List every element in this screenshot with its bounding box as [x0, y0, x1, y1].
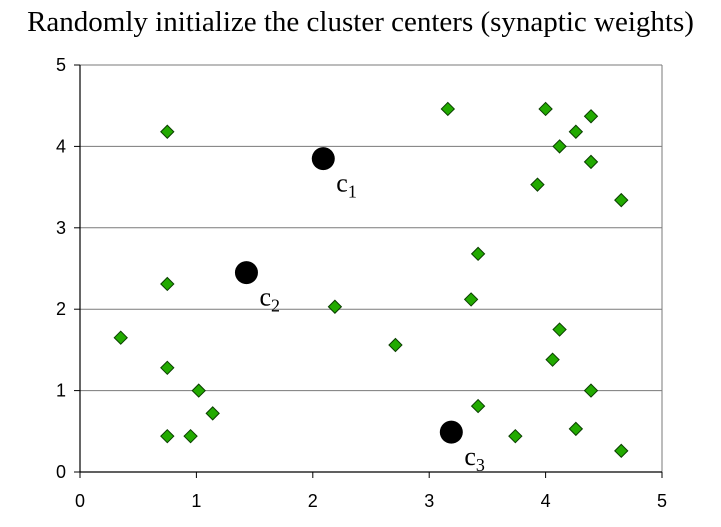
- data-point-diamond: [583, 383, 599, 398]
- y-tick-label: 5: [56, 55, 66, 75]
- y-tick-label: 0: [56, 462, 66, 482]
- data-point-diamond: [160, 428, 175, 444]
- x-tick-label: 4: [541, 491, 551, 511]
- data-point-diamond: [614, 443, 629, 459]
- data-point-diamond: [440, 101, 456, 117]
- data-point-diamond: [568, 421, 584, 437]
- data-point-diamond: [583, 109, 599, 124]
- data-point-diamond: [463, 292, 479, 307]
- x-tick-label: 5: [657, 491, 667, 511]
- cluster-center-label: c3: [464, 442, 485, 475]
- data-point-diamond: [614, 192, 629, 208]
- data-point-diamond: [205, 406, 220, 421]
- data-point-diamond: [552, 322, 567, 337]
- data-points: [113, 101, 629, 459]
- data-point-diamond: [470, 398, 486, 414]
- data-point-diamond: [583, 154, 599, 170]
- cluster-center-label: c2: [259, 283, 280, 316]
- data-point-diamond: [160, 276, 175, 292]
- y-tick-label: 2: [56, 299, 66, 319]
- data-point-diamond: [530, 177, 545, 192]
- data-point-diamond: [545, 352, 560, 367]
- cluster-center-point: [311, 147, 335, 171]
- grid-lines: [80, 64, 663, 472]
- axes: [74, 64, 663, 478]
- x-tick-label: 3: [424, 491, 434, 511]
- x-tick-label: 2: [308, 491, 318, 511]
- data-point-diamond: [191, 383, 206, 398]
- data-point-diamond: [327, 299, 343, 314]
- chart-title: Randomly initialize the cluster centers …: [27, 6, 694, 38]
- x-tick-label: 0: [75, 491, 85, 511]
- y-tick-label: 4: [56, 136, 66, 156]
- data-point-diamond: [552, 139, 567, 154]
- data-point-diamond: [160, 360, 175, 376]
- y-tick-label: 3: [56, 218, 66, 238]
- tick-labels: 0 1 2 3 4 5 0 1 2 3 4 5: [56, 55, 667, 511]
- data-point-diamond: [470, 246, 486, 262]
- data-point-diamond: [113, 330, 128, 345]
- data-point-diamond: [388, 337, 403, 353]
- x-tick-label: 1: [191, 491, 201, 511]
- data-point-diamond: [160, 124, 175, 139]
- center-labels: c1 c2 c3: [259, 169, 484, 476]
- y-tick-label: 1: [56, 381, 66, 401]
- cluster-center-label: c1: [336, 169, 357, 202]
- cluster-center-point: [234, 261, 258, 285]
- data-point-diamond: [538, 101, 553, 117]
- data-point-diamond: [568, 124, 584, 139]
- data-point-diamond: [508, 428, 523, 444]
- data-point-diamond: [183, 428, 198, 444]
- cluster-center-point: [439, 420, 463, 444]
